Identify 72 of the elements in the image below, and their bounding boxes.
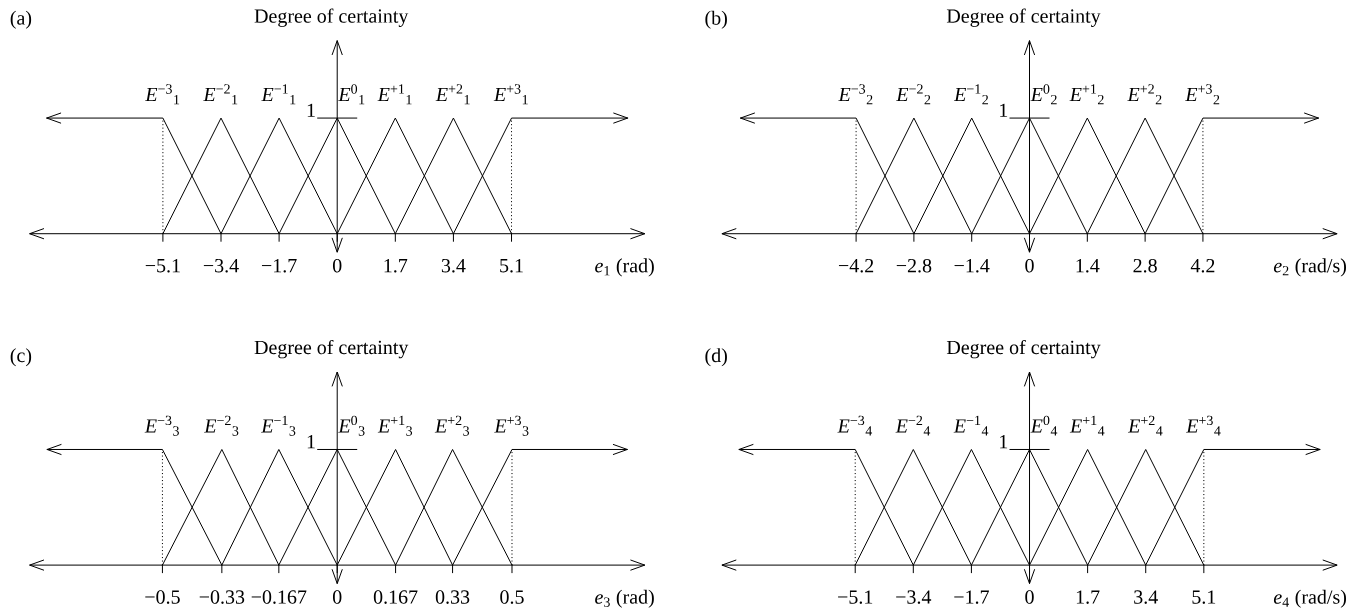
x-tick-label: 0 bbox=[332, 590, 342, 604]
chart-title: (a) bbox=[10, 10, 32, 29]
x-tick-label: 3.4 bbox=[1134, 590, 1158, 604]
series-label: E$^{+2}$3 bbox=[434, 415, 470, 436]
series-label: E$^{+3}$2 bbox=[1185, 84, 1220, 105]
text: 1 bbox=[1000, 103, 1008, 117]
x-tick-label: −1.7 bbox=[261, 259, 297, 273]
x-tick-label: 5.1 bbox=[1192, 590, 1216, 604]
series-label: E$^{−1}$4 bbox=[953, 415, 989, 436]
x-tick-label: −3.4 bbox=[203, 258, 239, 273]
series-label: E$^{+3}$1 bbox=[493, 84, 528, 105]
text: 1 bbox=[1000, 435, 1008, 449]
x-tick-label: 4.2 bbox=[1190, 258, 1215, 273]
x-tick-label: 0 bbox=[1025, 258, 1034, 273]
x-tick-label: −0.167 bbox=[251, 590, 307, 604]
x-tick-label: 5.1 bbox=[500, 259, 523, 273]
series-label: E$^{−3}$4 bbox=[837, 415, 873, 436]
x-tick-label: −4.2 bbox=[838, 258, 874, 273]
text: 1 bbox=[307, 435, 315, 449]
series-label: E$^{−3}$3 bbox=[144, 415, 179, 436]
series-label: E$^{+3}$4 bbox=[1186, 415, 1221, 436]
x-tick-label: 1.4 bbox=[1076, 259, 1100, 273]
x-tick-label: 0 bbox=[332, 258, 342, 273]
x-tick-label: −1.7 bbox=[954, 590, 989, 604]
series-label: E$^{+1}$4 bbox=[1069, 415, 1105, 436]
x-tick-label: −5.1 bbox=[145, 259, 180, 273]
x-tick-label: −0.33 bbox=[199, 590, 245, 604]
series-label: E$^{+3}$3 bbox=[494, 415, 529, 436]
x-tick-label: 1.7 bbox=[384, 259, 408, 273]
x-tick-label: −0.5 bbox=[145, 590, 180, 604]
x-tick-label: 0.33 bbox=[435, 590, 470, 604]
chart-title: (c) bbox=[10, 348, 32, 367]
x-tick-label: 0 bbox=[1025, 590, 1034, 604]
x-tick-label: 0.5 bbox=[500, 590, 524, 604]
series-label: E$^{+2}$2 bbox=[1127, 84, 1162, 105]
x-tick-label: 3.4 bbox=[441, 258, 466, 273]
series-label: E$^{−2}$4 bbox=[895, 415, 931, 436]
y-axis-title: Degree of certainty bbox=[254, 8, 409, 27]
series-label: E$^{+2}$4 bbox=[1127, 415, 1163, 436]
x-tick-label: −3.4 bbox=[896, 590, 932, 604]
series-label: E$^{0}$3 bbox=[338, 415, 365, 436]
series-label: E$^{−2}$2 bbox=[896, 84, 931, 105]
series-label: E$^{−1}$2 bbox=[953, 84, 988, 105]
series-label: E$^{+1}$1 bbox=[377, 84, 412, 105]
series-label: E$^{−1}$3 bbox=[261, 415, 296, 436]
chart-title: (d) bbox=[705, 348, 727, 367]
x-tick-label: −2.8 bbox=[896, 258, 932, 273]
x-axis-title: e$_{4}$ (rad/s) bbox=[1273, 589, 1347, 608]
series-label: E$^{−2}$3 bbox=[204, 415, 239, 436]
x-axis-title: e$_{1}$ (rad) bbox=[595, 258, 654, 277]
x-tick-label: 0.167 bbox=[373, 590, 418, 604]
series-label: E$^{−1}$1 bbox=[261, 84, 296, 105]
x-tick-label: 2.8 bbox=[1133, 258, 1157, 273]
text: 1 bbox=[307, 103, 315, 117]
series-label: E$^{−3}$1 bbox=[145, 84, 180, 105]
x-axis-title: e$_{2}$ (rad/s) bbox=[1273, 258, 1346, 277]
y-axis-title: Degree of certainty bbox=[946, 339, 1101, 359]
y-axis-title: Degree of certainty bbox=[946, 8, 1101, 27]
series-label: E$^{0}$1 bbox=[338, 84, 365, 105]
series-label: E$^{0}$4 bbox=[1030, 415, 1058, 436]
series-label: E$^{+2}$1 bbox=[435, 84, 470, 105]
series-label: E$^{0}$2 bbox=[1030, 84, 1057, 105]
y-axis-title: Degree of certainty bbox=[254, 339, 409, 359]
series-label: E$^{−2}$1 bbox=[203, 84, 238, 105]
x-tick-label: −1.4 bbox=[954, 259, 990, 273]
series-label: E$^{+1}$3 bbox=[377, 415, 413, 436]
chart-title: (b) bbox=[705, 10, 727, 29]
series-label: E$^{−3}$2 bbox=[838, 84, 873, 105]
series-label: E$^{+1}$2 bbox=[1069, 84, 1104, 105]
x-axis-title: e$_{3}$ (rad) bbox=[595, 589, 654, 608]
x-tick-label: 1.7 bbox=[1076, 590, 1100, 604]
x-tick-label: −5.1 bbox=[838, 590, 873, 604]
